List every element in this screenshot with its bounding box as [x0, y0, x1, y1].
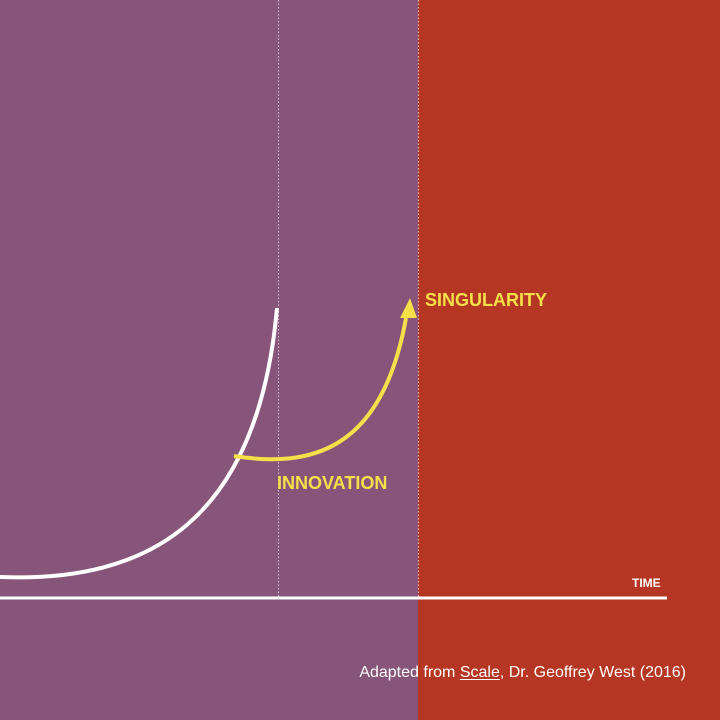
growth-curve	[0, 307, 279, 580]
innovation-curve-arrow	[233, 317, 408, 462]
credit-prefix: Adapted from	[359, 664, 460, 681]
book-title: Scale	[459, 664, 500, 681]
background-red-region	[418, 0, 720, 720]
background-purple-region	[0, 0, 418, 720]
innovation-arrowhead-icon	[400, 298, 417, 318]
time-axis-label: TIME	[632, 576, 661, 590]
innovation-label: INNOVATION	[277, 473, 388, 493]
source-credit: Adapted from Scale, Dr. Geoffrey West (2…	[359, 664, 686, 682]
credit-suffix: , Dr. Geoffrey West (2016)	[499, 664, 686, 681]
singularity-label: SINGULARITY	[425, 290, 548, 310]
